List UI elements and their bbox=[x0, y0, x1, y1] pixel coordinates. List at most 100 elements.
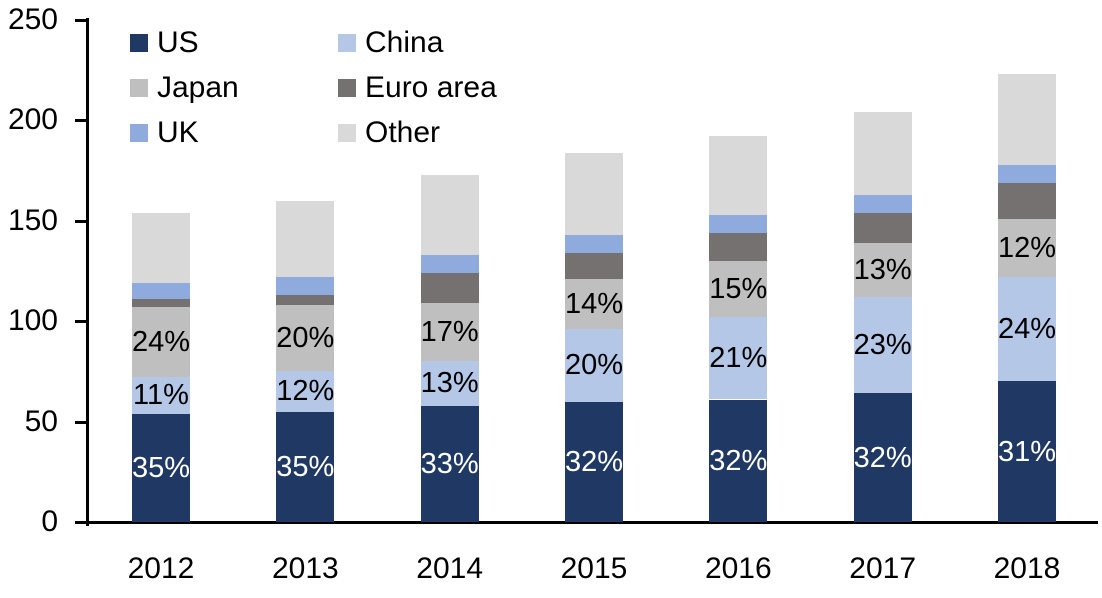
legend-swatch-icon bbox=[338, 33, 356, 52]
bar-segment-other-2012 bbox=[132, 212, 190, 284]
bar-segment-us-2014 bbox=[420, 405, 479, 522]
legend-label: Other bbox=[365, 115, 441, 149]
bar-value-label-japan-2018: 12% bbox=[997, 231, 1056, 264]
bar-value-label-china-2015: 20% bbox=[564, 349, 623, 382]
bar-segment-euro-area-2013 bbox=[276, 295, 335, 306]
bar-segment-uk-2016 bbox=[709, 214, 768, 233]
bar-value-label-china-2012: 11% bbox=[133, 379, 189, 412]
bar-segment-uk-2013 bbox=[276, 277, 335, 296]
y-axis-tick bbox=[75, 219, 86, 223]
legend-item-us: US bbox=[130, 25, 338, 59]
bar-segment-china-2018 bbox=[997, 277, 1056, 382]
x-axis-category-label: 2017 bbox=[849, 552, 917, 585]
bar-segment-japan-2018 bbox=[997, 218, 1056, 277]
bar-segment-other-2018 bbox=[997, 74, 1056, 165]
bar-value-label-japan-2015: 14% bbox=[564, 288, 623, 321]
y-axis-tick bbox=[75, 119, 86, 123]
y-axis-tick bbox=[75, 420, 86, 424]
bar-value-label-japan-2013: 20% bbox=[276, 322, 335, 355]
legend-item-uk: UK bbox=[130, 115, 338, 149]
y-axis-line bbox=[86, 18, 89, 526]
x-axis-category-label: 2018 bbox=[993, 552, 1061, 585]
bar-segment-euro-area-2014 bbox=[420, 273, 479, 304]
x-axis-category-label: 2012 bbox=[127, 552, 195, 585]
y-axis-tick bbox=[75, 19, 86, 22]
y-axis-tick-label: 0 bbox=[41, 505, 58, 538]
y-axis-tick bbox=[75, 521, 86, 524]
legend-swatch-icon bbox=[130, 78, 148, 97]
bar-value-label-china-2016: 21% bbox=[709, 342, 768, 375]
bar-segment-us-2012 bbox=[132, 413, 190, 522]
bar-segment-other-2017 bbox=[853, 112, 912, 195]
bar-segment-china-2016 bbox=[709, 317, 768, 400]
bar-segment-euro-area-2017 bbox=[853, 212, 912, 243]
bar-segment-euro-area-2015 bbox=[564, 252, 623, 280]
bar-segment-china-2017 bbox=[853, 297, 912, 394]
bar-value-label-china-2018: 24% bbox=[997, 313, 1056, 346]
bar-segment-other-2014 bbox=[420, 174, 479, 255]
bar-segment-us-2017 bbox=[853, 393, 912, 522]
legend-label: US bbox=[157, 25, 199, 59]
bar-value-label-us-2012: 35% bbox=[131, 451, 191, 484]
bar-segment-uk-2012 bbox=[132, 283, 190, 300]
bar-value-label-japan-2017: 13% bbox=[853, 253, 912, 286]
legend-label: China bbox=[365, 25, 444, 59]
bar-segment-china-2014 bbox=[420, 361, 479, 406]
bar-value-label-japan-2012: 24% bbox=[131, 326, 191, 359]
bar-segment-uk-2018 bbox=[997, 164, 1056, 183]
bar-segment-uk-2017 bbox=[853, 194, 912, 213]
bar-value-label-japan-2016: 15% bbox=[709, 273, 768, 306]
bar-value-label-us-2017: 32% bbox=[853, 441, 912, 474]
y-axis-tick-label: 100 bbox=[7, 304, 58, 338]
legend-item-euro-area: Euro area bbox=[338, 70, 497, 104]
bar-value-label-us-2014: 33% bbox=[420, 447, 479, 480]
legend-swatch-icon bbox=[130, 33, 148, 52]
bar-segment-japan-2014 bbox=[420, 303, 479, 362]
bar-segment-japan-2013 bbox=[276, 305, 335, 372]
x-axis-category-label: 2013 bbox=[271, 552, 339, 585]
bar-segment-uk-2015 bbox=[564, 234, 623, 253]
y-axis-tick bbox=[75, 320, 86, 324]
bar-segment-japan-2012 bbox=[132, 307, 190, 378]
bar-value-label-china-2014: 13% bbox=[420, 367, 479, 400]
bar-segment-euro-area-2012 bbox=[132, 299, 190, 308]
bar-segment-other-2013 bbox=[276, 200, 335, 278]
bar-segment-other-2016 bbox=[709, 136, 768, 215]
legend-label: Euro area bbox=[365, 70, 497, 104]
legend-label: Japan bbox=[157, 70, 239, 104]
legend-swatch-icon bbox=[338, 123, 356, 142]
bar-segment-china-2015 bbox=[564, 329, 623, 402]
y-axis-tick-label: 150 bbox=[7, 203, 58, 237]
bar-segment-japan-2017 bbox=[853, 242, 912, 298]
legend: US China Japan Euro area UK Other bbox=[130, 20, 497, 155]
y-axis-tick-label: 200 bbox=[7, 103, 58, 137]
legend-item-japan: Japan bbox=[130, 70, 338, 104]
bar-value-label-us-2013: 35% bbox=[276, 450, 335, 483]
bar-value-label-us-2018: 31% bbox=[997, 435, 1056, 468]
bar-value-label-china-2017: 23% bbox=[853, 329, 912, 362]
bar-segment-china-2013 bbox=[276, 371, 335, 412]
bar-segment-uk-2014 bbox=[420, 254, 479, 273]
bar-segment-us-2018 bbox=[997, 381, 1056, 522]
x-axis-category-label: 2014 bbox=[416, 552, 484, 585]
bar-segment-euro-area-2018 bbox=[997, 182, 1056, 219]
legend-item-china: China bbox=[338, 25, 497, 59]
bar-segment-us-2015 bbox=[564, 401, 623, 522]
bar-value-label-china-2013: 12% bbox=[276, 375, 335, 408]
bar-value-label-us-2015: 32% bbox=[564, 445, 623, 478]
bar-segment-japan-2016 bbox=[709, 260, 768, 318]
legend-swatch-icon bbox=[130, 123, 148, 142]
bar-segment-us-2016 bbox=[709, 399, 768, 522]
bar-segment-euro-area-2016 bbox=[709, 232, 768, 261]
x-axis-category-label: 2015 bbox=[560, 552, 628, 585]
y-axis-tick-label: 50 bbox=[24, 404, 58, 438]
x-axis-category-label: 2016 bbox=[704, 552, 772, 585]
bar-segment-japan-2015 bbox=[564, 279, 623, 330]
bar-value-label-us-2016: 32% bbox=[709, 444, 768, 477]
legend-swatch-icon bbox=[338, 78, 356, 97]
bar-segment-other-2015 bbox=[564, 152, 623, 235]
x-axis-line bbox=[86, 521, 1098, 524]
legend-label: UK bbox=[157, 115, 199, 149]
bar-segment-china-2012 bbox=[132, 377, 190, 414]
